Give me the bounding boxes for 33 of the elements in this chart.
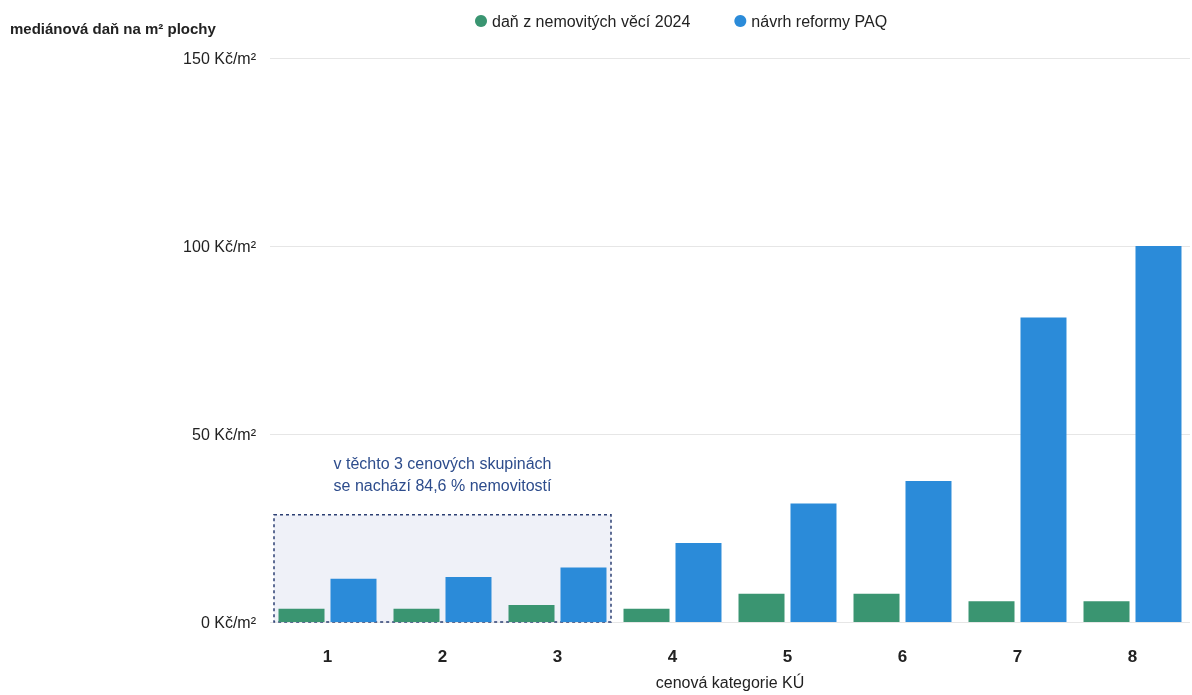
x-tick-label: 1: [322, 647, 333, 666]
bar: [445, 576, 492, 622]
bar: [508, 605, 555, 622]
bar: [738, 593, 785, 622]
band-label: v těchto 3 cenových skupinách se nachází 84,6 % nemovitostí: [333, 455, 552, 495]
bar: [330, 578, 377, 622]
x-axis-title: cenová kategorie KÚ: [655, 672, 805, 691]
bar: [1020, 317, 1067, 622]
bar: [790, 503, 837, 622]
y-axis-title: mediánová daň na m² plochy: [10, 20, 217, 37]
x-tick-label: 6: [897, 647, 908, 666]
legend-label: daň z nemovitých věcí 2024: [492, 12, 691, 30]
bar: [1083, 601, 1130, 622]
bar: [278, 608, 325, 622]
legend-label: návrh reformy PAQ: [751, 12, 888, 30]
x-tick-label: 5: [782, 647, 793, 666]
x-tick-label: 2: [437, 647, 448, 666]
bar: [905, 481, 952, 622]
bar: [853, 593, 900, 622]
x-tick-label: 3: [552, 647, 563, 666]
y-tick-label: 150 Kč/m²: [183, 49, 257, 67]
bar: [560, 567, 607, 622]
y-tick-label: 50 Kč/m²: [191, 425, 257, 443]
bar: [623, 608, 670, 622]
x-tick-label: 7: [1012, 647, 1023, 666]
bar: [1135, 246, 1182, 622]
bar: [393, 608, 440, 622]
x-tick-label: 4: [667, 647, 678, 666]
bar: [968, 601, 1015, 622]
x-tick-label: 8: [1127, 647, 1138, 666]
bar: [675, 543, 722, 622]
y-tick-label: 0 Kč/m²: [200, 613, 257, 631]
y-tick-label: 100 Kč/m²: [183, 237, 257, 255]
